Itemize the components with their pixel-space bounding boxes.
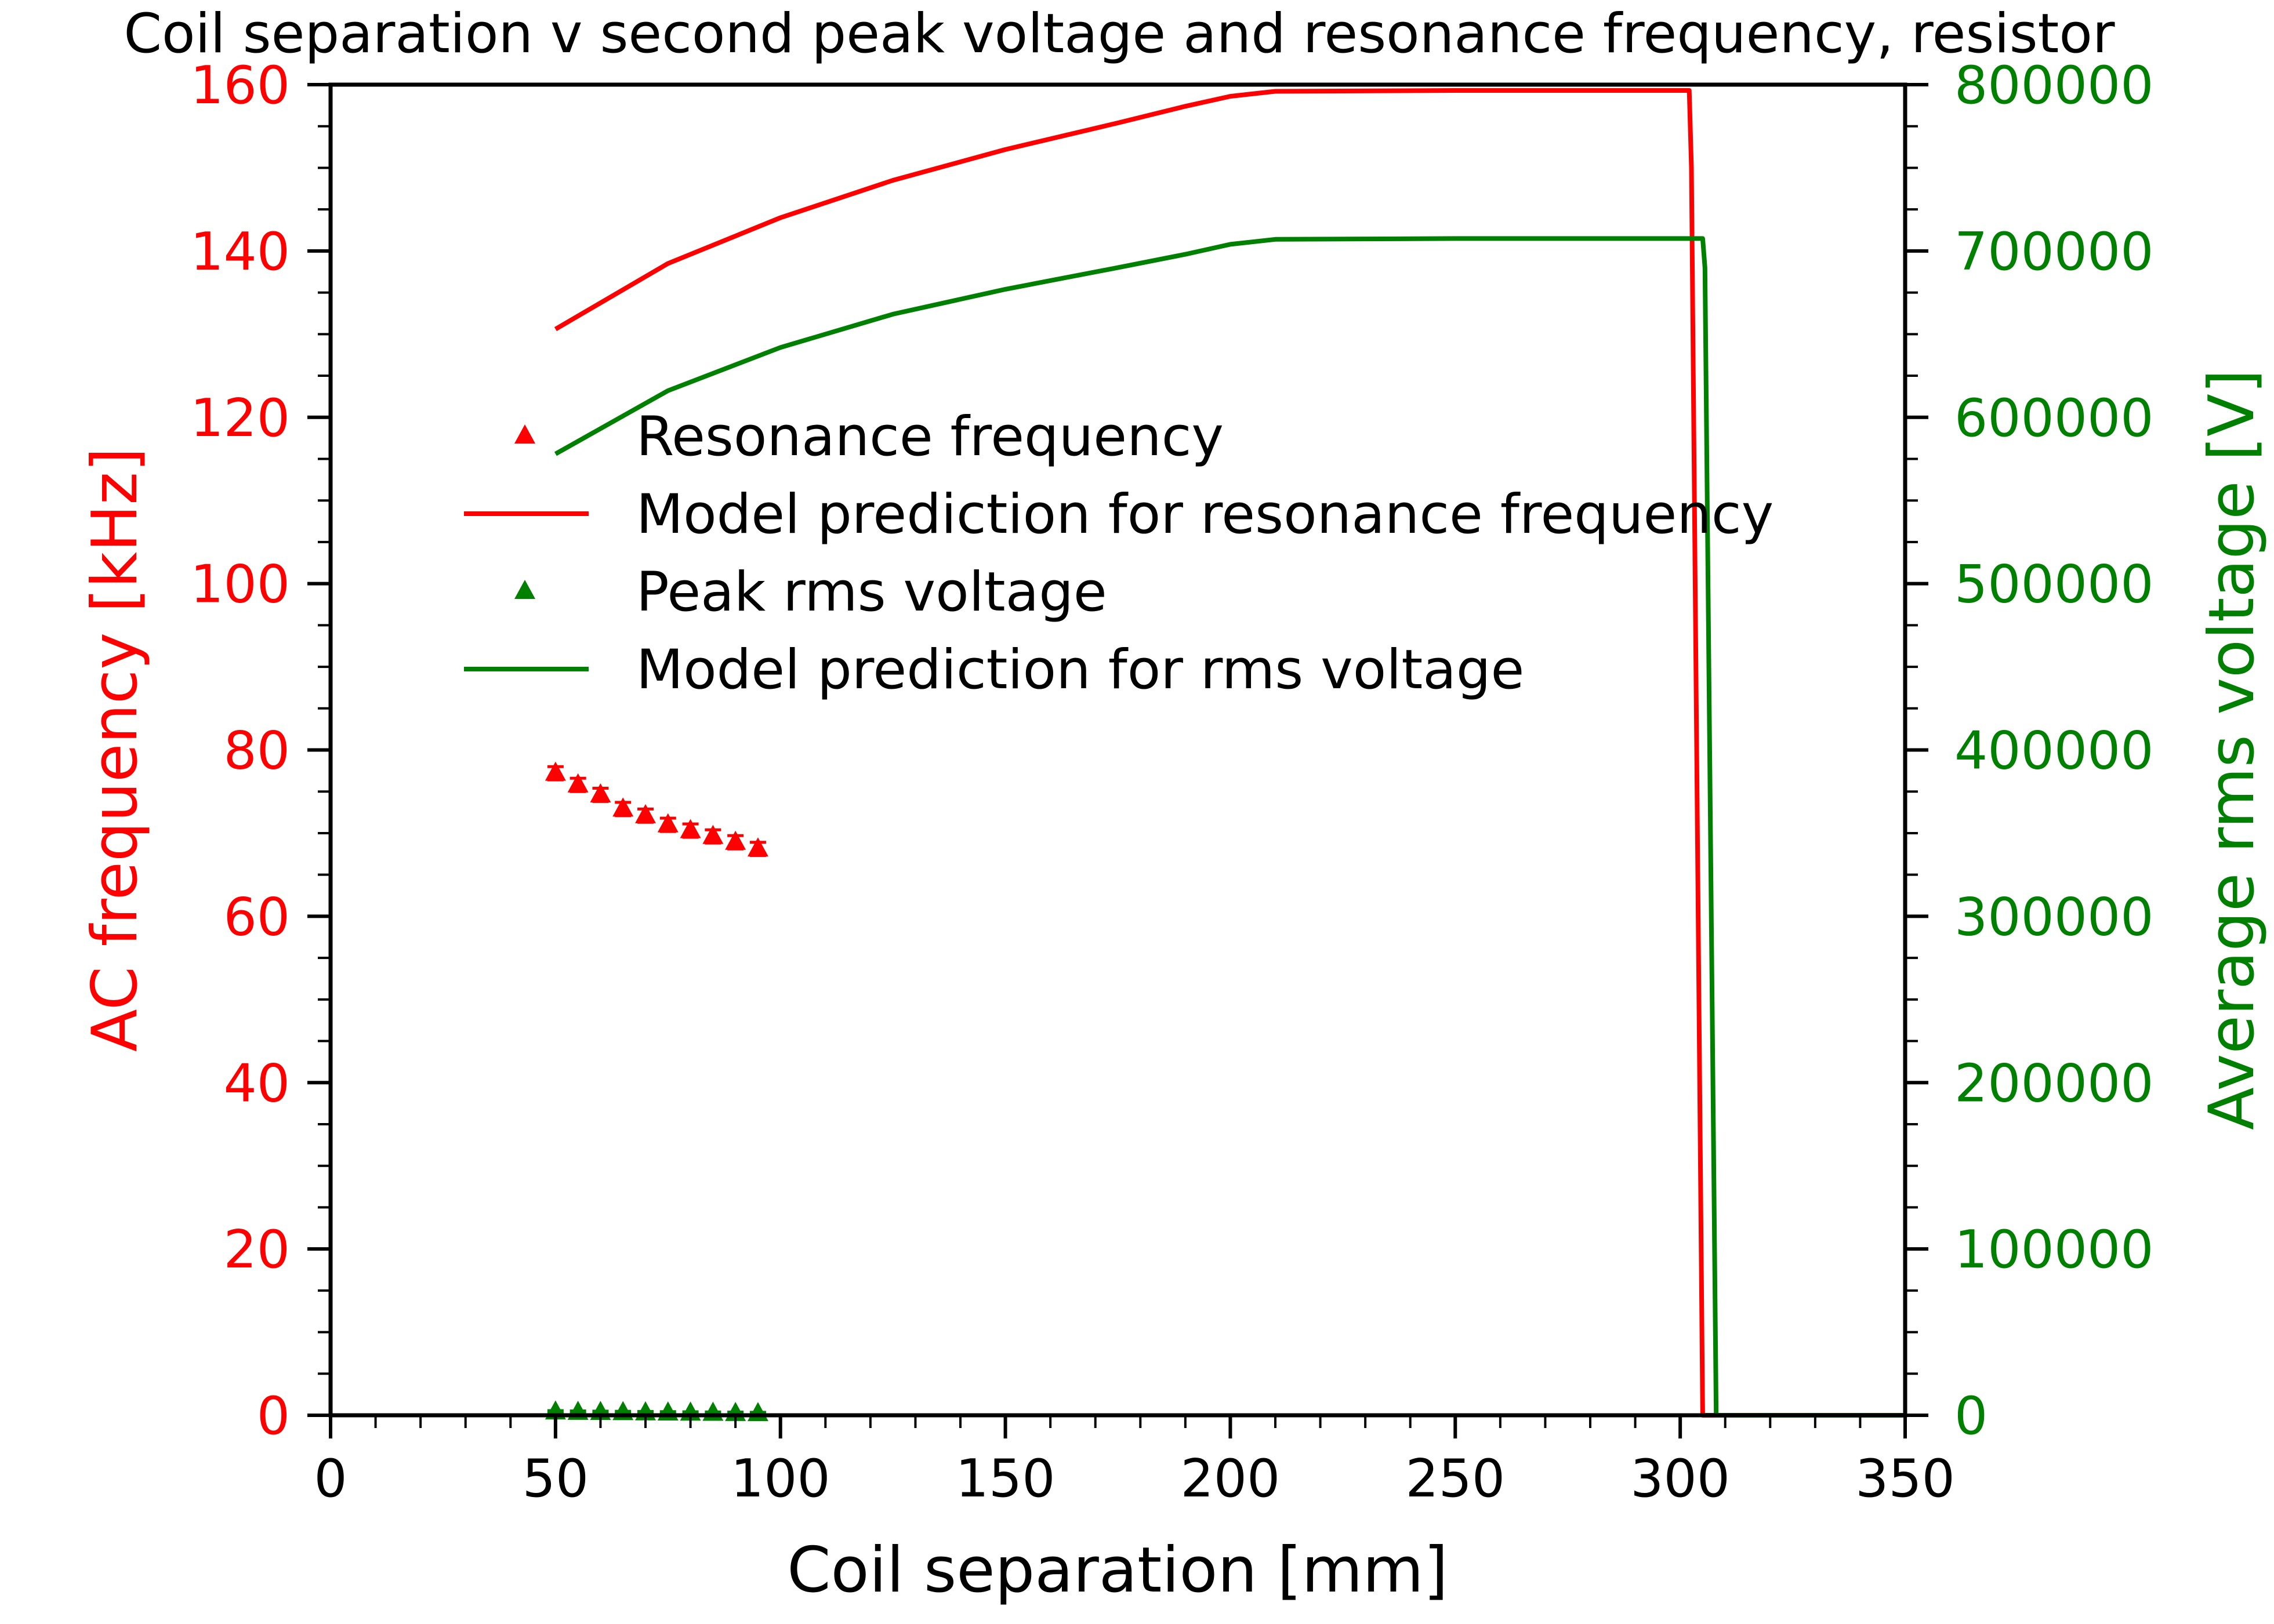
legend: Resonance frequency Model prediction for …: [464, 405, 1773, 702]
series-line-1: [554, 88, 1905, 1418]
y-left-tick-label: 100: [190, 554, 290, 615]
ticks-layer: 0 50 100 150 200 250 300 3500204060801001201401…: [190, 55, 2153, 1509]
y-right-tick-label: 0: [1954, 1386, 1988, 1447]
y-right-tick-label: 600000: [1954, 388, 2154, 449]
y-axis-left-label: AC frequency [kHz]: [79, 448, 151, 1052]
data-point: [657, 813, 679, 833]
legend-marker-0: [514, 424, 535, 444]
x-tick-label: 50: [523, 1448, 589, 1509]
y-left-tick-label: 20: [223, 1219, 290, 1280]
legend-label-0: Resonance frequency: [636, 405, 1224, 468]
y-right-tick-label: 200000: [1954, 1053, 2154, 1114]
legend-label-1: Model prediction for resonance frequency: [636, 483, 1773, 546]
y-right-tick-label: 300000: [1954, 887, 2154, 947]
y-right-tick-label: 700000: [1954, 221, 2154, 282]
y-right-tick-label: 400000: [1954, 721, 2154, 782]
x-tick-label: 150: [956, 1448, 1056, 1509]
data-point: [567, 773, 589, 793]
y-left-tick-label: 40: [223, 1053, 290, 1114]
legend-marker-2: [514, 580, 535, 599]
data-point: [635, 804, 656, 823]
y-left-tick-label: 60: [223, 887, 290, 947]
y-axis-right-label: Average rms voltage [V]: [2196, 369, 2268, 1130]
x-tick-label: 200: [1181, 1448, 1281, 1509]
data-point: [680, 819, 701, 838]
x-tick-label: 250: [1405, 1448, 1505, 1509]
legend-label-3: Model prediction for rms voltage: [636, 638, 1524, 702]
x-tick-label: 0: [314, 1448, 347, 1509]
x-axis-label: Coil separation [mm]: [787, 1534, 1448, 1607]
data-point: [612, 797, 634, 817]
y-right-tick-label: 500000: [1954, 554, 2154, 615]
data-point: [545, 761, 566, 781]
data-point: [747, 837, 768, 857]
data-point: [725, 830, 746, 850]
plot-frame: [328, 82, 1907, 1418]
y-right-tick-label: 100000: [1954, 1219, 2154, 1280]
y-left-tick-label: 80: [223, 721, 290, 782]
y-left-tick-label: 0: [257, 1386, 290, 1447]
legend-label-2: Peak rms voltage: [636, 561, 1107, 624]
series-layer: [545, 88, 1905, 1422]
x-tick-label: 100: [731, 1448, 830, 1509]
data-point: [590, 783, 611, 802]
chart-title: Coil separation v second peak voltage an…: [124, 2, 2115, 66]
data-point: [702, 824, 724, 844]
x-tick-label: 300: [1630, 1448, 1730, 1509]
x-tick-label: 350: [1855, 1448, 1955, 1509]
series-line-3: [554, 236, 1905, 1418]
y-left-tick-label: 120: [190, 388, 290, 449]
y-left-tick-label: 160: [190, 55, 290, 116]
y-left-tick-label: 140: [190, 221, 290, 282]
y-right-tick-label: 800000: [1954, 55, 2154, 116]
